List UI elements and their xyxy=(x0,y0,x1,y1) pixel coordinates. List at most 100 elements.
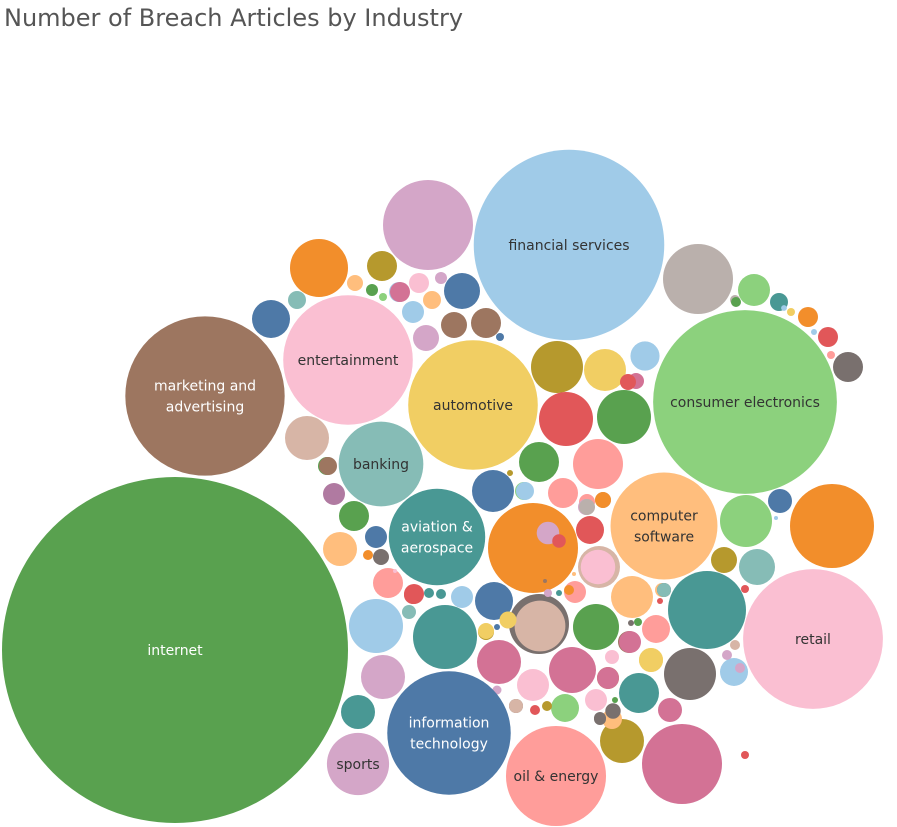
bubble xyxy=(548,478,578,508)
bubble xyxy=(552,534,566,548)
bubble xyxy=(509,699,523,713)
bubble xyxy=(774,516,778,520)
bubble xyxy=(711,547,737,573)
bubble xyxy=(768,489,792,513)
bubble xyxy=(323,532,357,566)
bubble-marketing-and-advertising xyxy=(125,316,285,476)
bubble xyxy=(499,611,517,629)
bubble xyxy=(585,689,607,711)
bubble xyxy=(722,650,732,660)
bubble-retail xyxy=(743,569,883,709)
bubble xyxy=(435,272,447,284)
bubble-label-computer-software: computer xyxy=(630,509,698,525)
bubble-label-information-technology: information xyxy=(409,716,490,732)
bubble xyxy=(605,650,619,664)
bubble xyxy=(818,327,838,347)
bubble xyxy=(288,291,306,309)
bubble xyxy=(543,579,547,583)
bubble-computer-software xyxy=(610,472,718,580)
bubble xyxy=(390,282,410,302)
bubble xyxy=(663,244,733,314)
bubble xyxy=(572,572,576,576)
bubble xyxy=(605,703,621,719)
bubble xyxy=(619,631,641,653)
bubble xyxy=(731,297,741,307)
bubble xyxy=(620,374,636,390)
bubble xyxy=(531,341,583,393)
bubble xyxy=(584,349,626,391)
bubble-label-financial-services: financial services xyxy=(508,238,629,254)
bubble xyxy=(720,658,748,686)
bubble xyxy=(373,568,403,598)
bubble xyxy=(657,583,671,597)
bubble-label-retail: retail xyxy=(795,632,831,648)
bubble xyxy=(507,470,513,476)
bubble xyxy=(393,569,397,573)
bubble xyxy=(738,274,770,306)
bubble-automotive xyxy=(408,340,538,470)
bubble-consumer-electronics xyxy=(653,310,837,494)
bubble xyxy=(341,695,375,729)
bubble xyxy=(741,585,749,593)
bubble xyxy=(373,549,389,565)
bubble xyxy=(530,705,540,715)
bubble-label-sports: sports xyxy=(336,757,379,773)
bubble xyxy=(594,712,606,724)
bubble xyxy=(319,457,337,475)
bubble xyxy=(664,648,716,700)
bubble-banking xyxy=(338,421,424,507)
bubble xyxy=(579,499,595,515)
bubble-financial-services xyxy=(473,149,665,341)
bubble xyxy=(347,275,363,291)
bubble-entertainment xyxy=(283,295,413,425)
bubble xyxy=(424,588,434,598)
bubble xyxy=(657,598,663,604)
bubble xyxy=(739,549,775,585)
bubble xyxy=(471,308,501,338)
bubble xyxy=(611,576,653,618)
bubble-label-computer-software: software xyxy=(634,530,694,546)
bubble-label-consumer-electronics: consumer electronics xyxy=(670,395,820,411)
bubble xyxy=(542,701,552,711)
bubble xyxy=(494,624,500,630)
bubble xyxy=(252,300,290,338)
bubble xyxy=(658,698,682,722)
bubble xyxy=(720,495,772,547)
bubble xyxy=(436,589,446,599)
bubble-label-automotive: automotive xyxy=(433,398,513,414)
bubble xyxy=(730,640,740,650)
bubble xyxy=(285,416,329,460)
bubble xyxy=(366,284,378,296)
bubble-label-aviation-aerospace: aerospace xyxy=(401,541,473,557)
bubble xyxy=(423,291,441,309)
bubble xyxy=(349,599,403,653)
bubble xyxy=(413,325,439,351)
bubble xyxy=(827,351,835,359)
bubble xyxy=(639,648,663,672)
bubble xyxy=(363,550,373,560)
bubble xyxy=(580,549,616,585)
bubble xyxy=(630,341,660,371)
bubble xyxy=(811,329,817,335)
bubble xyxy=(488,503,578,593)
bubble xyxy=(496,333,504,341)
bubble xyxy=(619,673,659,713)
bubble-label-information-technology: technology xyxy=(410,737,488,753)
bubble xyxy=(600,719,644,763)
bubble xyxy=(781,305,787,311)
bubble xyxy=(478,623,494,639)
bubble-label-banking: banking xyxy=(353,457,409,473)
bubble xyxy=(798,307,818,327)
bubble xyxy=(597,390,651,444)
bubble-label-internet: internet xyxy=(147,643,203,659)
bubble xyxy=(519,442,559,482)
bubble xyxy=(735,663,745,673)
bubble xyxy=(402,301,424,323)
bubble-label-oil-energy: oil & energy xyxy=(514,769,599,785)
bubble xyxy=(628,620,634,626)
bubble xyxy=(544,589,552,597)
bubble xyxy=(595,492,611,508)
bubble xyxy=(365,526,387,548)
bubble xyxy=(323,483,345,505)
bubble-internet xyxy=(2,477,348,823)
